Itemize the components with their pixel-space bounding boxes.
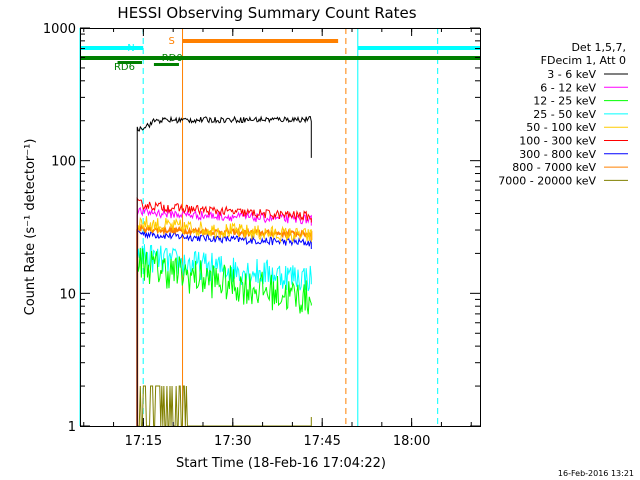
legend-label-8: 7000 - 20000 keV	[498, 174, 596, 187]
x-tick-label-0: 17:15	[125, 434, 162, 449]
saa-bar-label: S	[169, 36, 175, 47]
y-tick-label-2: 100	[51, 155, 76, 170]
legend-label-2: 12 - 25 keV	[533, 95, 596, 108]
decimation-label-rd0: RD0	[162, 53, 183, 64]
x-axis: 17:15 17:30 17:45 18:00	[83, 28, 472, 449]
series-line-4	[136, 216, 312, 427]
decimation-step-rd6	[117, 61, 142, 64]
legend-header-detectors: Det 1,5,7,	[571, 41, 626, 54]
x-tick-label-3: 18:00	[393, 434, 430, 449]
saa-bar	[182, 39, 339, 43]
legend-label-4: 50 - 100 keV	[526, 121, 596, 134]
decimation-step-rd0	[153, 63, 179, 66]
y-tick-label-0: 1	[68, 420, 76, 435]
legend-header-decimation: FDecim 1, Att 0	[541, 54, 626, 67]
series-line-0	[136, 115, 312, 427]
legend-label-3: 25 - 50 keV	[533, 108, 596, 121]
legend-label-6: 300 - 800 keV	[519, 148, 596, 161]
legend-label-5: 100 - 300 keV	[519, 135, 596, 148]
legend-label-0: 3 - 6 keV	[547, 68, 596, 81]
y-axis-label: Count Rate (s⁻¹ detector⁻¹)	[23, 139, 38, 316]
series-line-5	[136, 196, 312, 427]
y-tick-label-1: 10	[59, 287, 76, 302]
plot-frame	[80, 28, 481, 427]
y-axis: 1 10 100 1000	[43, 22, 480, 435]
x-tick-label-1: 17:30	[214, 434, 251, 449]
x-tick-label-2: 17:45	[303, 434, 340, 449]
x-axis-label: Start Time (18-Feb-16 17:04:22)	[176, 456, 386, 471]
legend-label-1: 6 - 12 keV	[540, 81, 596, 94]
observing-annotations: N S RD6 RD0	[79, 28, 480, 426]
legend-label-7: 800 - 7000 keV	[512, 161, 596, 174]
series-line-2	[136, 247, 312, 427]
series-line-6	[136, 229, 312, 427]
chart-title: HESSI Observing Summary Count Rates	[117, 4, 416, 22]
series-group	[136, 115, 313, 427]
night-bar-0	[80, 46, 144, 50]
decimation-label-rd6: RD6	[114, 62, 135, 73]
decimation-bar	[80, 56, 480, 60]
night-bar-1	[357, 46, 480, 50]
timestamp: 16-Feb-2016 13:21	[558, 469, 634, 478]
y-tick-label-3: 1000	[43, 22, 76, 37]
night-bar-label-0: N	[127, 43, 134, 54]
